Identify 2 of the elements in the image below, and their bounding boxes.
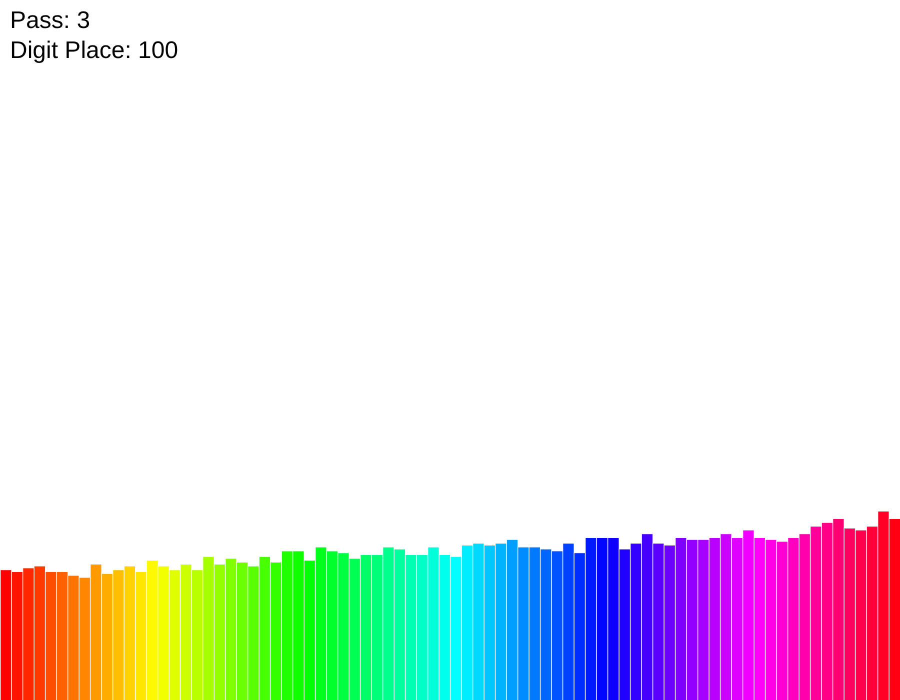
chart-title: Pass: 3 bbox=[10, 6, 90, 36]
chart-subtitle: Digit Place: 100 bbox=[10, 36, 178, 66]
